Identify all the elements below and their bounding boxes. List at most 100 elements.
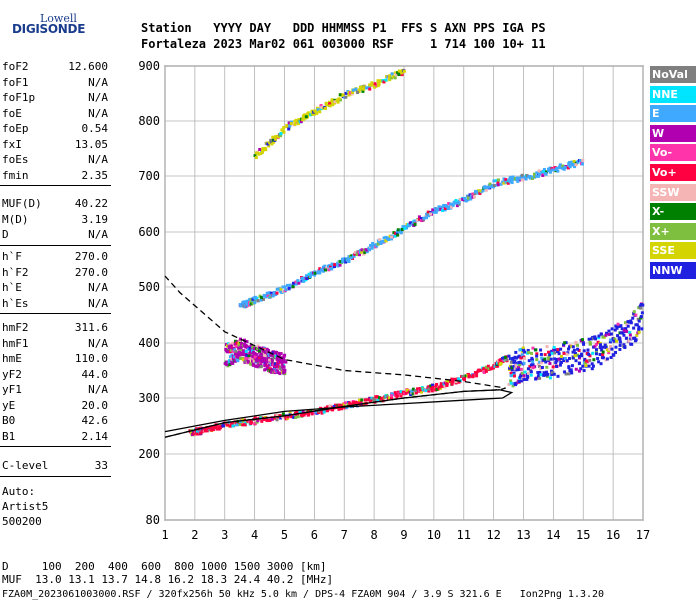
data-point [551,371,555,375]
data-point [492,183,496,187]
param-value: N/A [88,281,108,294]
data-point [318,110,322,114]
data-point [629,319,633,323]
data-point [426,210,430,214]
param-row-hf2: h`F2 270.0 [2,266,108,281]
data-point [525,174,529,178]
data-point [548,353,552,357]
data-point [313,271,317,275]
data-point [310,412,314,416]
data-point [567,372,571,376]
data-point [586,348,590,352]
data-point [263,350,267,354]
data-point [339,260,343,264]
data-point [263,417,267,421]
data-point [612,353,616,357]
data-point [639,302,643,306]
data-point [324,106,328,110]
data-point [619,324,623,328]
data-point [283,285,287,289]
data-point [241,423,245,427]
data-point [521,346,525,350]
data-point [209,425,213,429]
data-point [559,360,563,364]
data-point [624,336,628,340]
data-point [422,216,426,220]
data-point [252,359,256,363]
data-point [330,262,334,266]
param-separator [0,244,111,246]
data-point [520,178,524,182]
data-point [602,356,606,360]
data-point [368,243,372,247]
data-point [273,416,277,420]
data-point [256,419,260,423]
data-point [247,419,251,423]
param-row-fof2: foF2 12.600 [2,60,108,75]
data-point [362,248,366,252]
data-point [264,356,268,360]
param-name: foE [2,106,22,120]
data-point [344,95,348,99]
data-point [511,175,515,179]
data-point [395,395,399,399]
data-point [284,360,288,364]
data-point [307,112,311,116]
param-name: foEp [2,122,29,135]
data-point [199,431,203,435]
param-row-b1: B1 2.14 [2,430,108,445]
data-point [570,160,574,164]
data-point [614,345,618,349]
data-point [473,192,477,196]
data-point [537,169,541,173]
data-point [269,293,273,297]
data-point [605,348,609,352]
data-point [581,162,585,166]
data-point [511,356,515,360]
data-point [640,327,644,331]
param-name: yF2 [2,367,22,381]
data-point [380,240,384,244]
data-point [523,356,527,360]
data-point [353,252,357,256]
data-point [528,368,532,372]
data-point [368,83,372,87]
x-tick-label: 4 [251,528,258,542]
data-point [379,79,383,83]
y-tick-label: 900 [138,59,160,73]
data-point [279,360,283,364]
data-point [636,317,640,321]
data-point [454,201,458,205]
data-point [556,348,560,352]
data-point [553,357,557,361]
data-point [613,337,617,341]
data-point [371,244,375,248]
data-point [261,356,265,360]
data-point [496,364,500,368]
data-point [388,74,392,78]
data-point [598,352,602,356]
data-point [543,172,547,176]
data-point [275,369,279,373]
data-point [235,423,239,427]
data-point [347,259,351,263]
data-point [592,358,596,362]
data-point [420,219,424,223]
data-point [607,332,611,336]
data-point [547,354,551,358]
data-point [522,374,526,378]
data-point [362,252,366,256]
data-point [318,267,322,271]
data-point [513,367,517,371]
data-point [537,373,541,377]
data-point [518,178,522,182]
data-point [390,392,394,396]
data-point [538,360,542,364]
data-point [239,356,243,360]
data-point [629,337,633,341]
data-point [567,345,571,349]
param-name: D [2,228,9,241]
data-point [263,348,267,352]
data-point [550,372,554,376]
data-point [272,291,276,295]
